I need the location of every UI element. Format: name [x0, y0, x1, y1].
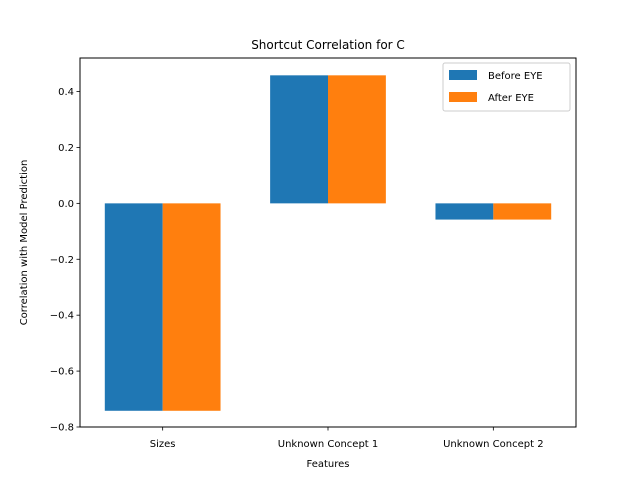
bar-before-0 [104, 203, 163, 411]
legend: Before EYE After EYE [442, 62, 571, 112]
y-tick-label: −0.2 [50, 255, 74, 266]
legend-label-after: After EYE [488, 93, 534, 104]
y-tick-label: 0.0 [58, 199, 74, 210]
chart-title: Shortcut Correlation for C [251, 38, 405, 52]
y-tick-label: −0.4 [50, 311, 74, 322]
x-tick-label: Sizes [150, 439, 176, 450]
x-axis: Sizes Unknown Concept 1 Unknown Concept 2 [150, 427, 544, 450]
y-tick-label: −0.6 [50, 367, 74, 378]
x-tick-label: Unknown Concept 2 [443, 439, 544, 450]
x-axis-label: Features [307, 459, 350, 470]
y-axis: −0.8 −0.6 −0.4 −0.2 0.0 0.2 0.4 [50, 87, 80, 434]
y-tick-label: −0.8 [50, 423, 74, 434]
legend-swatch-before [449, 70, 477, 80]
bar-before-2 [435, 203, 494, 220]
y-axis-label: Correlation with Model Prediction [19, 160, 30, 326]
y-tick-label: 0.4 [58, 87, 74, 98]
bar-after-2 [493, 203, 552, 220]
bar-after-1 [328, 75, 386, 204]
bars-group [104, 75, 552, 411]
bar-before-1 [270, 75, 328, 204]
legend-label-before: Before EYE [488, 71, 543, 82]
bar-after-0 [162, 203, 221, 411]
y-tick-label: 0.2 [58, 143, 74, 154]
x-tick-label: Unknown Concept 1 [278, 439, 379, 450]
legend-swatch-after [449, 92, 477, 102]
